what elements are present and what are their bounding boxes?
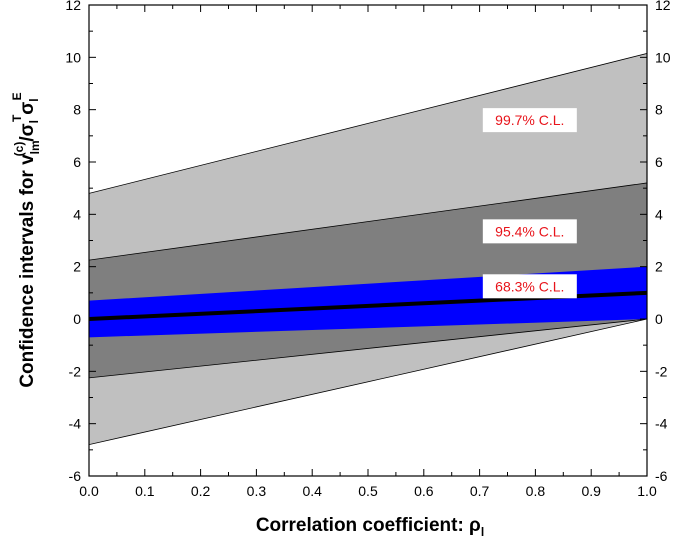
- y-tick-label: 2: [73, 259, 81, 275]
- band-label-text: 68.3% C.L.: [495, 278, 564, 294]
- y-tick-label: -6: [69, 468, 82, 484]
- band-label-text: 95.4% C.L.: [495, 223, 564, 239]
- x-tick-label: 0.6: [414, 483, 434, 499]
- band-label-2: 95.4% C.L.: [482, 219, 577, 244]
- band-label-3: 68.3% C.L.: [482, 274, 577, 299]
- x-tick-label: 1.0: [637, 483, 657, 499]
- x-tick-label: 0.2: [191, 483, 211, 499]
- x-tick-label: 0.4: [302, 483, 322, 499]
- band-label-box: [482, 219, 577, 244]
- y-tick-label-right: 8: [655, 102, 663, 118]
- y-tick-label-right: 0: [655, 311, 663, 327]
- band-label-box: [482, 108, 577, 133]
- x-tick-label: 0.9: [581, 483, 601, 499]
- x-tick-label: 0.1: [135, 483, 155, 499]
- y-tick-label: 8: [73, 102, 81, 118]
- x-tick-label: 0.7: [470, 483, 490, 499]
- y-tick-label-right: 2: [655, 259, 663, 275]
- x-axis-title: Correlation coefficient: ρl: [256, 515, 484, 539]
- y-tick-label-right: 10: [655, 49, 671, 65]
- x-tick-label: 0.5: [358, 483, 378, 499]
- y-tick-label: -2: [69, 363, 82, 379]
- y-tick-label-right: -6: [655, 468, 668, 484]
- y-axis-title: Confidence intervals for vlm(c)/σlTσlE: [10, 92, 42, 387]
- y-tick-label: 6: [73, 154, 81, 170]
- y-tick-label: 10: [65, 49, 81, 65]
- x-tick-label: 0.8: [526, 483, 546, 499]
- y-tick-label: 0: [73, 311, 81, 327]
- y-tick-label-right: -4: [655, 416, 668, 432]
- ticks-layer: 0.0 0.1 0.2 0.3 0.4 0.5 0.6 0.7 0.8 0.9 1.0-6 -6-4-…: [65, 0, 670, 499]
- x-tick-label: 0.3: [247, 483, 267, 499]
- x-tick-label: 0.0: [79, 483, 99, 499]
- band-label-box: [482, 274, 577, 299]
- y-tick-label-right: 4: [655, 206, 663, 222]
- band-labels-layer: 99.7% C.L. 95.4% C.L. 68.3% C.L.: [482, 108, 577, 299]
- y-tick-label-right: 12: [655, 0, 671, 13]
- band-label-text: 99.7% C.L.: [495, 112, 564, 128]
- y-tick-label-right: -2: [655, 363, 668, 379]
- y-tick-label: -4: [69, 416, 82, 432]
- y-tick-label: 12: [65, 0, 81, 13]
- y-tick-label: 4: [73, 206, 81, 222]
- band-label-1: 99.7% C.L.: [482, 108, 577, 133]
- y-tick-label-right: 6: [655, 154, 663, 170]
